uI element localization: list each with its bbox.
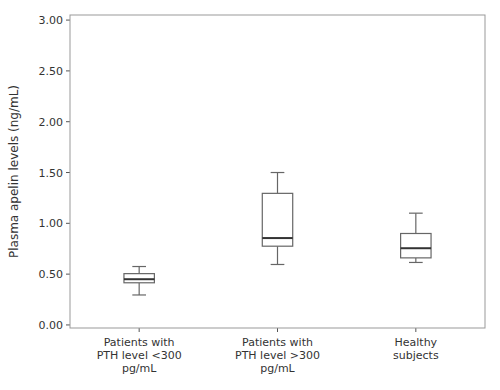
x-tick [415,328,416,332]
cap-high [132,266,146,267]
chart: 0.00 0.50 1.00 1.50 2.00 2.50 3.00 Plasma apeli… [0,0,500,390]
y-tick [66,324,70,325]
cap-low [409,262,423,263]
plot-frame [70,15,485,328]
y-tick [66,223,70,224]
median [262,237,292,239]
x-tick [277,328,278,332]
box-group [124,267,154,295]
y-tick [66,274,70,275]
y-tick-label: 3.00 [39,14,64,27]
x-axis: Patients withPTH level <300pg/mL Patients… [97,328,439,375]
cap-low [271,264,285,265]
y-tick [66,70,70,71]
x-tick-label: Patients withPTH level <300pg/mL [97,336,182,375]
plot-area [70,15,485,328]
whisker-low [139,283,140,295]
whisker-high [277,173,278,194]
cap-high [271,172,285,173]
cap-low [132,294,146,295]
whisker-high [139,267,140,274]
y-tick [66,172,70,173]
y-tick [66,121,70,122]
median [401,247,431,249]
y-tick-label: 2.50 [39,65,64,78]
y-tick [66,20,70,21]
x-tick-label: Healthysubjects [393,336,439,362]
box [262,193,292,246]
y-tick-label: 0.50 [39,268,64,281]
median [124,278,154,280]
cap-high [409,213,423,214]
box-group [401,213,431,262]
y-tick-label: 2.00 [39,116,64,129]
x-tick-label: Patients withPTH level >300pg/mL [235,336,320,375]
y-tick-label: 0.00 [39,319,64,332]
boxes [124,173,431,295]
box [401,233,431,257]
whisker-low [415,258,416,263]
box-group [262,173,292,265]
x-tick [139,328,140,332]
y-axis: 0.00 0.50 1.00 1.50 2.00 2.50 3.00 [39,14,71,332]
box [124,274,154,283]
y-tick-label: 1.00 [39,217,64,230]
whisker-high [415,213,416,233]
whisker-low [277,246,278,264]
y-axis-label: Plasma apelin levels (ng/mL) [7,85,21,258]
y-tick-label: 1.50 [39,167,64,180]
